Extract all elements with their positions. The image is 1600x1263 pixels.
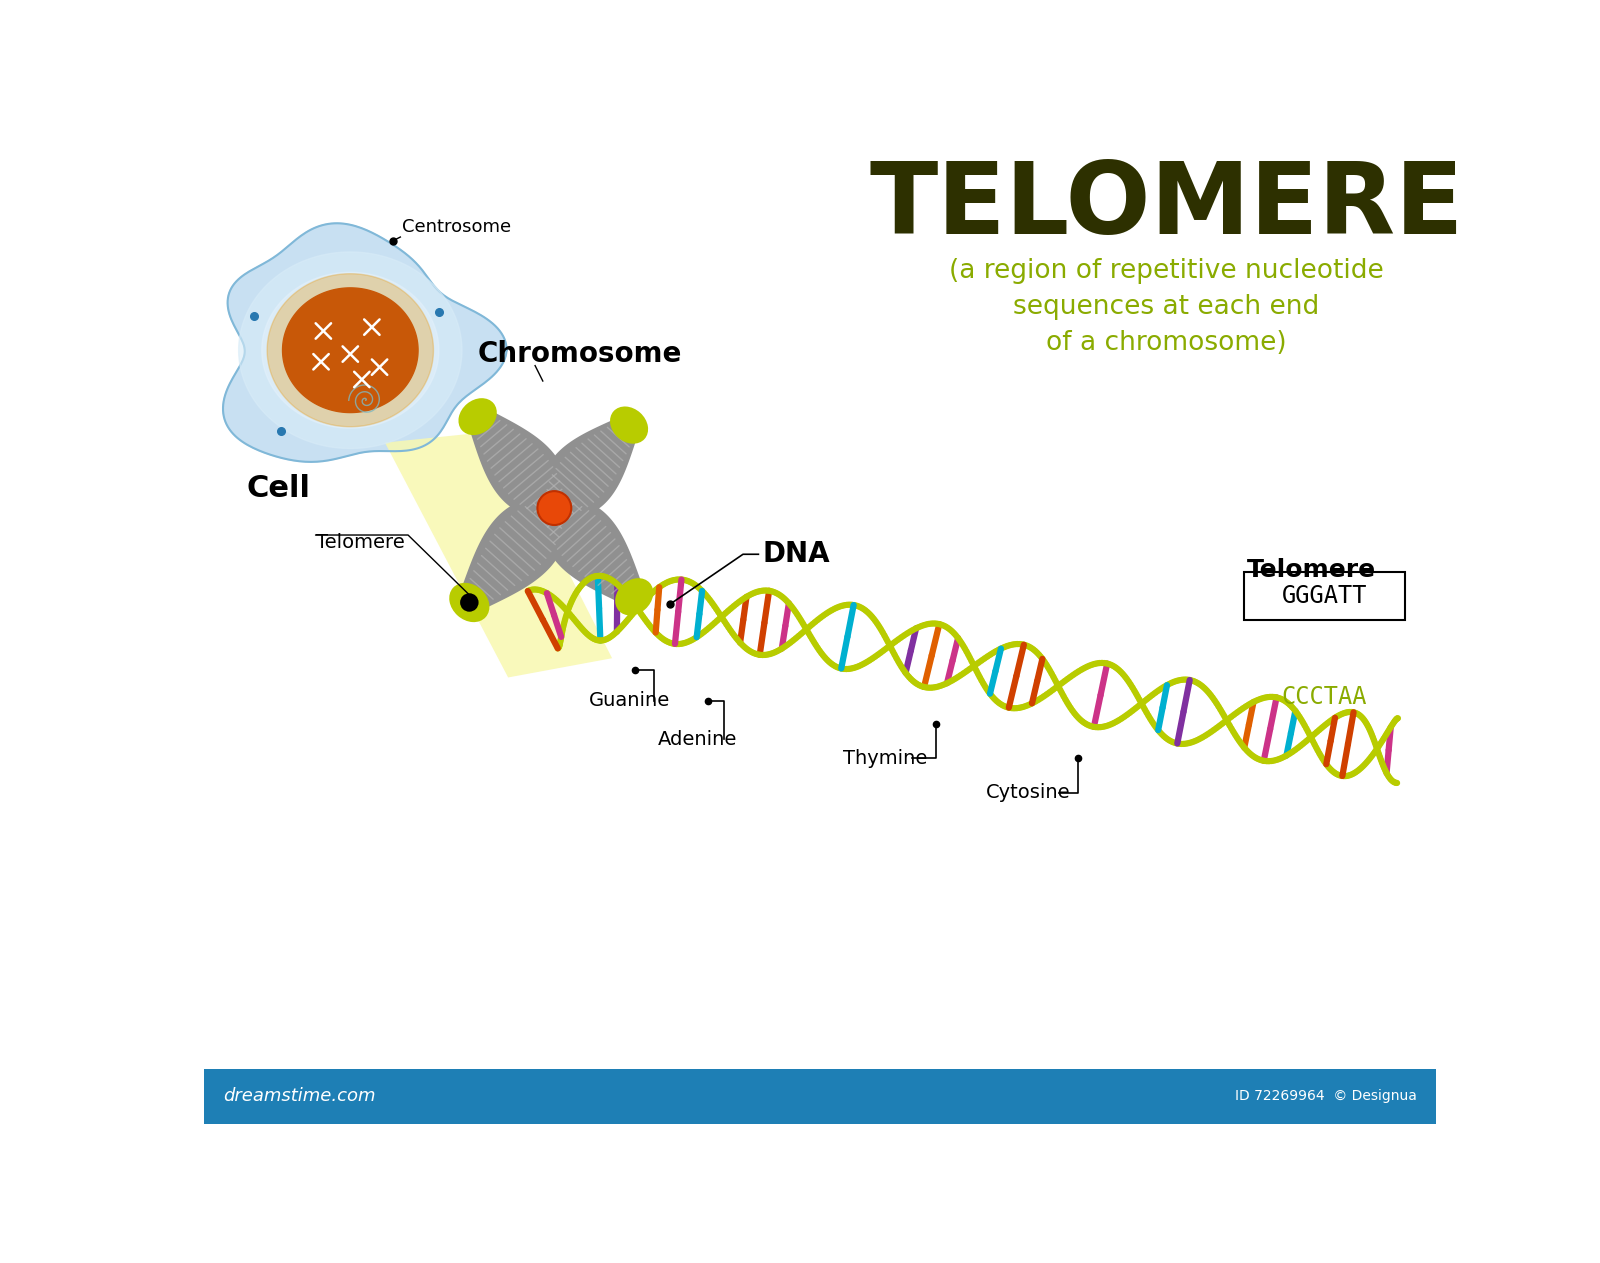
Text: of a chromosome): of a chromosome)	[1046, 330, 1286, 356]
Text: Telomere: Telomere	[315, 533, 405, 552]
Text: Cell: Cell	[246, 475, 310, 504]
Polygon shape	[469, 409, 566, 517]
Polygon shape	[542, 499, 643, 605]
Text: Thymine: Thymine	[843, 749, 928, 768]
Polygon shape	[459, 498, 566, 611]
Text: Telomere: Telomere	[1248, 558, 1376, 582]
Text: Cytosine: Cytosine	[986, 783, 1070, 802]
Ellipse shape	[450, 582, 490, 623]
Text: Chromosome: Chromosome	[477, 340, 682, 368]
Text: Adenine: Adenine	[658, 730, 738, 749]
Text: dreamstime.com: dreamstime.com	[224, 1087, 376, 1105]
Bar	[205, 1068, 1437, 1124]
Text: (a region of repetitive nucleotide: (a region of repetitive nucleotide	[949, 258, 1384, 284]
Text: Guanine: Guanine	[589, 691, 670, 710]
Text: sequences at each end: sequences at each end	[1013, 294, 1320, 320]
Polygon shape	[283, 288, 418, 413]
Polygon shape	[262, 273, 438, 428]
Polygon shape	[238, 253, 462, 448]
Text: Centrosome: Centrosome	[402, 218, 510, 236]
Ellipse shape	[610, 407, 648, 443]
Polygon shape	[222, 224, 507, 462]
Polygon shape	[267, 274, 434, 427]
Ellipse shape	[614, 578, 653, 615]
Circle shape	[461, 594, 478, 611]
Text: CCCTAA: CCCTAA	[1282, 685, 1366, 709]
Ellipse shape	[459, 398, 498, 436]
Text: GGGATT: GGGATT	[1282, 584, 1366, 608]
Polygon shape	[386, 431, 613, 677]
Text: TELOMERE: TELOMERE	[869, 158, 1464, 255]
Circle shape	[538, 491, 571, 525]
Polygon shape	[542, 417, 638, 518]
Bar	[1243, 572, 1405, 620]
Text: ID 72269964  © Designua: ID 72269964 © Designua	[1235, 1090, 1416, 1104]
Text: DNA: DNA	[762, 541, 830, 568]
